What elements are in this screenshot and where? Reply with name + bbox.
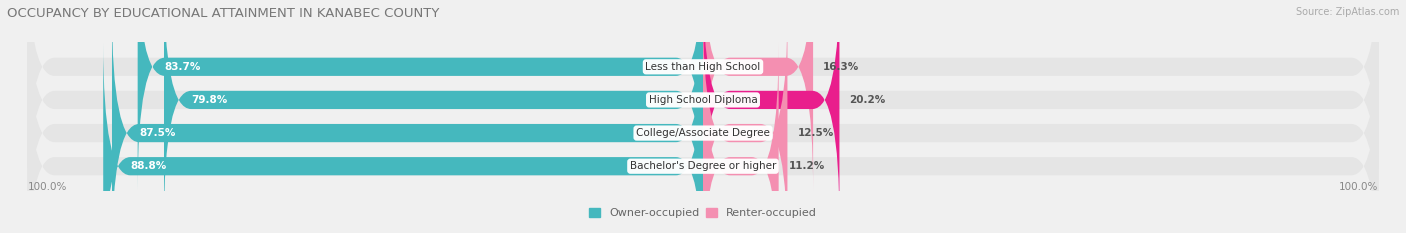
- Text: 11.2%: 11.2%: [789, 161, 825, 171]
- Text: 88.8%: 88.8%: [131, 161, 166, 171]
- FancyBboxPatch shape: [28, 0, 1378, 223]
- FancyBboxPatch shape: [703, 43, 779, 233]
- Text: Less than High School: Less than High School: [645, 62, 761, 72]
- FancyBboxPatch shape: [28, 10, 1378, 233]
- Text: Source: ZipAtlas.com: Source: ZipAtlas.com: [1295, 7, 1399, 17]
- Text: College/Associate Degree: College/Associate Degree: [636, 128, 770, 138]
- Text: OCCUPANCY BY EDUCATIONAL ATTAINMENT IN KANABEC COUNTY: OCCUPANCY BY EDUCATIONAL ATTAINMENT IN K…: [7, 7, 440, 20]
- FancyBboxPatch shape: [28, 43, 1378, 233]
- FancyBboxPatch shape: [703, 0, 813, 190]
- Text: High School Diploma: High School Diploma: [648, 95, 758, 105]
- Text: 100.0%: 100.0%: [28, 182, 67, 192]
- Text: 12.5%: 12.5%: [797, 128, 834, 138]
- FancyBboxPatch shape: [703, 10, 787, 233]
- FancyBboxPatch shape: [103, 43, 703, 233]
- FancyBboxPatch shape: [138, 0, 703, 190]
- FancyBboxPatch shape: [165, 0, 703, 223]
- FancyBboxPatch shape: [112, 10, 703, 233]
- Text: 100.0%: 100.0%: [1339, 182, 1378, 192]
- FancyBboxPatch shape: [28, 0, 1378, 190]
- Text: 20.2%: 20.2%: [849, 95, 886, 105]
- Text: 79.8%: 79.8%: [191, 95, 228, 105]
- Text: Bachelor's Degree or higher: Bachelor's Degree or higher: [630, 161, 776, 171]
- Legend: Owner-occupied, Renter-occupied: Owner-occupied, Renter-occupied: [589, 208, 817, 218]
- Text: 87.5%: 87.5%: [139, 128, 176, 138]
- Text: 16.3%: 16.3%: [824, 62, 859, 72]
- Text: 83.7%: 83.7%: [165, 62, 201, 72]
- FancyBboxPatch shape: [703, 0, 839, 223]
